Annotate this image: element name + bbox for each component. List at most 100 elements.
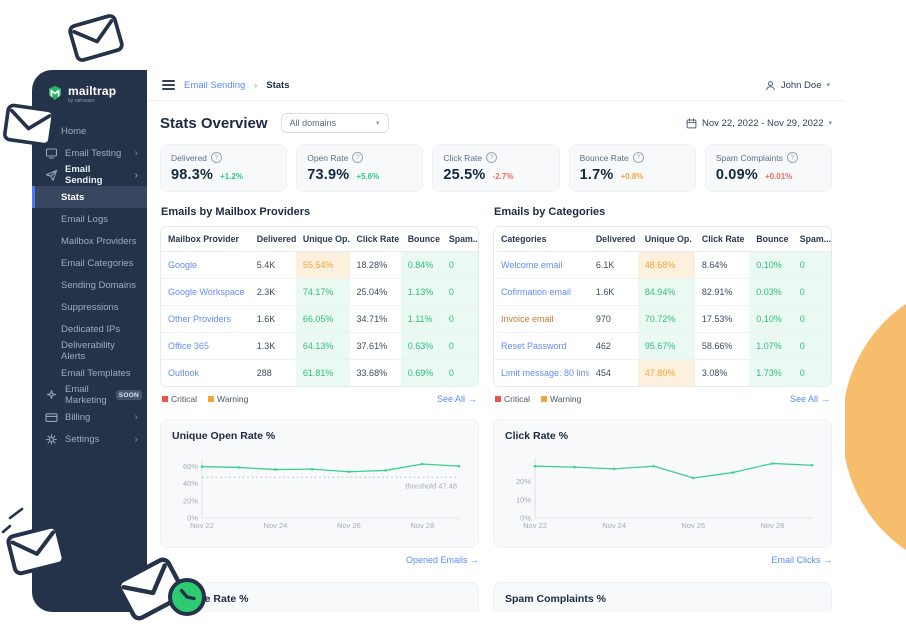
help-icon[interactable]: ? (632, 152, 644, 163)
column-header[interactable]: Mailbox Provider (161, 227, 250, 252)
legend-warning-label: Warning (549, 394, 582, 404)
row-name-link[interactable]: Reset Password (494, 332, 589, 360)
help-icon[interactable]: ? (352, 152, 364, 163)
column-header[interactable]: Click Rate (694, 227, 750, 252)
stat-card-delta: +1.2% (220, 172, 244, 181)
svg-text:Nov 26: Nov 26 (337, 521, 361, 530)
column-header[interactable]: Bounce (400, 227, 442, 252)
stat-card-delta: +0.01% (764, 172, 793, 181)
cell-bounce: 1.73% (749, 359, 793, 386)
row-name-link[interactable]: Cofirmation email (494, 278, 589, 306)
column-header[interactable]: Delivered (588, 227, 638, 252)
row-name-link[interactable]: Welcome email (494, 251, 589, 279)
table-row: Welcome email 6.1K 48.68% 8.64% 0.10% 0 (494, 251, 831, 279)
sidebar-item-email-templates[interactable]: Email Templates (32, 362, 147, 384)
clock-icon (168, 578, 206, 616)
user-menu[interactable]: John Doe ▾ (765, 80, 830, 91)
sidebar-item-email-sending[interactable]: Email Sending › (32, 164, 147, 186)
stat-card-delta: -2.7% (492, 172, 514, 181)
column-header[interactable]: Categories (494, 227, 589, 252)
column-header[interactable]: Delivered (249, 227, 296, 252)
column-header[interactable]: Spam... (792, 227, 831, 252)
data-table: Categories Delivered Unique Op. Click Rate B… (494, 227, 831, 386)
sidebar-item-sending-domains[interactable]: Sending Domains (32, 274, 147, 296)
chart-link-label: Email Clicks (771, 555, 821, 565)
sidebar-item-email-marketing[interactable]: Email Marketing soon (32, 384, 147, 406)
column-header[interactable]: Spam... (441, 227, 478, 252)
warning-swatch (540, 396, 547, 402)
help-icon[interactable]: ? (786, 152, 798, 163)
cell-spam: 0 (441, 359, 478, 386)
chart-title: Unique Open Rate % (172, 430, 276, 442)
stat-card-label: Bounce Rate? (580, 152, 685, 163)
sidebar-item-label: Suppressions (61, 301, 119, 313)
mailtrap-logo[interactable]: mailtrap by railsware (47, 85, 147, 104)
sidebar-item-email-logs[interactable]: Email Logs (32, 208, 147, 230)
monitor-icon (45, 147, 58, 160)
help-icon[interactable]: ? (486, 152, 498, 163)
page-content: Stats Overview All domains ▾ Nov 22, 202… (147, 101, 845, 612)
chevron-right-icon: › (134, 147, 138, 159)
stat-card-label-text: Spam Complaints (715, 152, 783, 163)
sidebar-item-dedicated-ips[interactable]: Dedicated IPs (32, 318, 147, 340)
domain-filter-dropdown[interactable]: All domains ▾ (280, 113, 389, 133)
charts-row-bottom: Bounce Rate %0%1%2%Spam Complaints %0%10… (160, 582, 832, 612)
stat-card-delivered: Delivered? 98.3% +1.2% (160, 144, 288, 192)
row-name-link[interactable]: Outlook (168, 368, 200, 378)
chart-link[interactable]: Email Clicks → (771, 555, 832, 565)
sidebar-item-suppressions[interactable]: Suppressions (32, 296, 147, 318)
sidebar-item-mailbox-providers[interactable]: Mailbox Providers (32, 230, 147, 252)
sidebar-item-deliverability-alerts[interactable]: Deliverability Alerts (32, 340, 147, 362)
row-name-link[interactable]: Invoice email (494, 305, 589, 333)
column-header[interactable]: Click Rate (349, 227, 401, 252)
sidebar-item-settings[interactable]: Settings › (32, 428, 147, 450)
sidebar-item-label: Billing (65, 411, 91, 423)
cell-bounce: 0.03% (749, 278, 793, 306)
column-header[interactable]: Unique Op.. (295, 227, 350, 252)
chart-title: Bounce Rate % (172, 593, 249, 605)
date-range-picker[interactable]: Nov 22, 2022 - Nov 29, 2022 ▾ (686, 118, 832, 129)
cell-click-rate: 34.71% (349, 305, 401, 333)
chart-link-row: Opened Emails → (160, 555, 479, 567)
row-name-link[interactable]: Google (161, 251, 250, 279)
sidebar-item-home[interactable]: Home (32, 120, 147, 142)
cell-click-rate: 18.28% (349, 251, 401, 279)
cell-delivered: 6.1K (588, 251, 638, 279)
line-chart: 0% 10% 20% Nov 22 Nov 24 Nov 26 Nov 28 (516, 458, 814, 530)
column-header[interactable]: Bounce (749, 227, 793, 252)
chart-section-0: Unique Open Rate % 0% 20% 40% 60% Nov 22 Nov 2… (160, 419, 479, 567)
chart-link[interactable]: Opened Emails → (406, 555, 479, 565)
breadcrumb-parent[interactable]: Email Sending (184, 79, 246, 91)
sidebar-item-email-testing[interactable]: Email Testing › (32, 142, 147, 164)
cell-spam: 0 (792, 305, 831, 333)
legend-warning: Warning (540, 394, 582, 404)
row-name-link[interactable]: Limit message: 80 limit (501, 368, 589, 378)
help-icon[interactable]: ? (210, 152, 222, 163)
sidebar-item-stats[interactable]: Stats (32, 186, 147, 208)
row-name-link[interactable]: Google Workspace (161, 278, 250, 306)
svg-text:Nov 24: Nov 24 (602, 521, 626, 530)
sidebar-item-billing[interactable]: Billing › (32, 406, 147, 428)
orange-blob-decoration (842, 282, 906, 572)
column-header[interactable]: Unique Op. (637, 227, 695, 252)
cell-bounce: 1.11% (400, 305, 442, 333)
gear-icon (45, 433, 58, 446)
table-section-title: Emails by Categories (494, 206, 606, 218)
topbar: Email Sending › Stats John Doe ▾ (147, 70, 845, 101)
sidebar-nav: Home Email Testing › Email Sending › Stats Ema… (32, 120, 147, 450)
sidebar-item-label: Email Sending (65, 164, 103, 186)
hamburger-menu-icon[interactable] (162, 80, 175, 90)
mailtrap-logo-icon (49, 86, 61, 100)
svg-text:Nov 22: Nov 22 (523, 521, 547, 530)
stat-card-label-text: Bounce Rate (579, 152, 629, 163)
row-name-link[interactable]: Other Providers (161, 305, 250, 333)
see-all-link[interactable]: See All → (437, 394, 477, 404)
row-name-link[interactable]: Office 365 (161, 332, 250, 360)
sidebar-item-label: Email Categories (61, 257, 134, 269)
table-row: Google Workspace 2.3K 74.17% 25.04% 1.13% 0 (161, 278, 478, 306)
sidebar: mailtrap by railsware Home Email Testing ›… (32, 70, 147, 612)
sidebar-item-label: Deliverability Alerts (61, 340, 115, 362)
sidebar-item-email-categories[interactable]: Email Categories (32, 252, 147, 274)
cell-delivered: 1.6K (588, 278, 638, 306)
see-all-link[interactable]: See All → (790, 394, 830, 404)
